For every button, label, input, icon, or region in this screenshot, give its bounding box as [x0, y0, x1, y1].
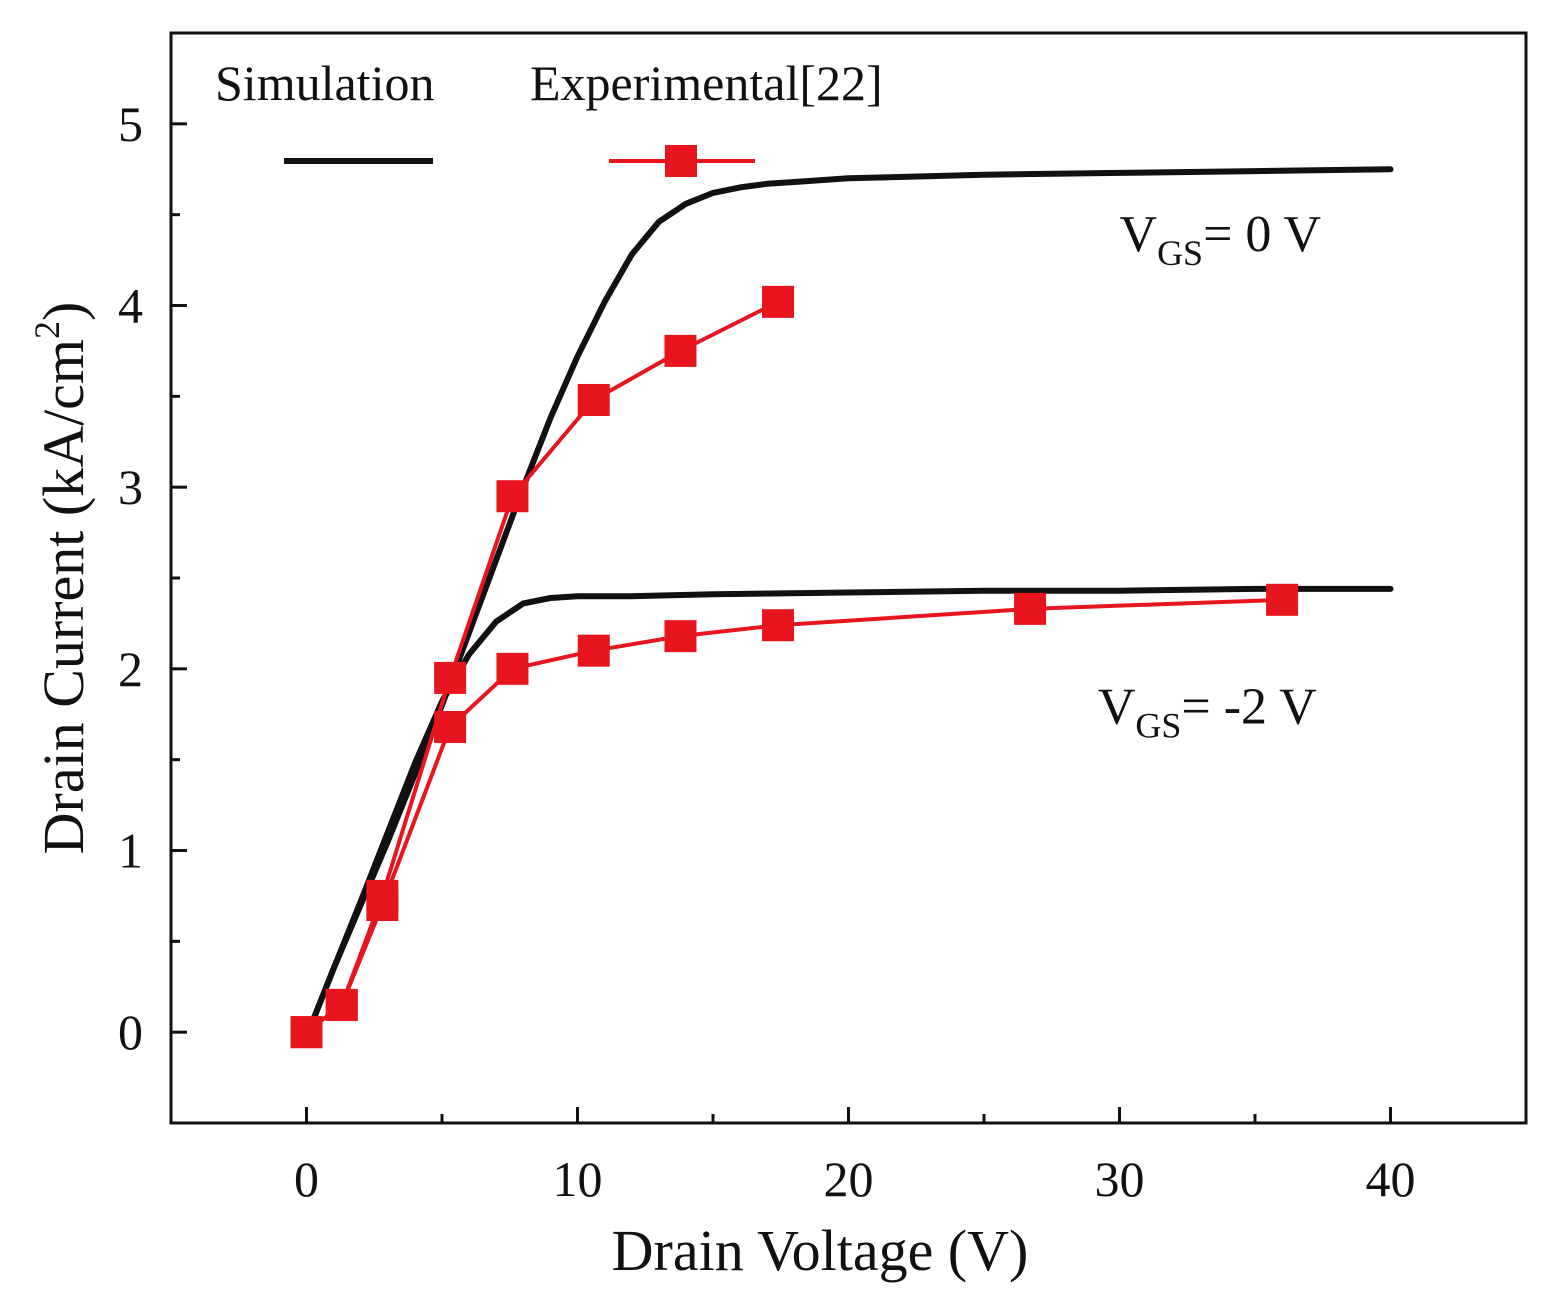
data-point: [1266, 583, 1299, 616]
data-point: [577, 383, 610, 416]
data-point: [762, 285, 795, 318]
data-point: [664, 334, 697, 367]
y-axis-title-main: Drain Current (kA/cm: [31, 339, 96, 854]
y-tick-label: 2: [118, 641, 143, 697]
annotation-vgs-neg2-sub: GS: [1135, 705, 1181, 745]
annotation-vgs-neg2-rest: = -2 V: [1181, 678, 1316, 735]
y-tick-label: 5: [118, 96, 143, 152]
annotation-vgs-neg2: VGS= -2 V: [1098, 678, 1317, 745]
data-point: [496, 480, 529, 513]
series-line-3: [304, 597, 1285, 1035]
annotation-vgs-0-main: V: [1120, 206, 1158, 263]
legend-experimental-marker: [665, 145, 697, 177]
annotation-vgs-0-sub: GS: [1157, 233, 1203, 273]
legend: Simulation Experimental[22]: [215, 55, 883, 177]
data-point: [434, 661, 467, 694]
x-tick-label: 0: [294, 1151, 319, 1207]
data-point: [762, 609, 795, 642]
y-axis-title-close: ): [31, 302, 96, 321]
y-tick-label: 0: [118, 1004, 143, 1060]
series-layer: [290, 166, 1394, 1049]
data-point: [577, 634, 610, 667]
y-tick-label: 1: [118, 823, 143, 879]
data-point: [664, 620, 697, 653]
series-line-0: [308, 166, 1394, 1027]
y-axis-title: Drain Current (kA/cm2): [27, 302, 96, 855]
data-point: [366, 889, 399, 921]
axis-ticks: 0 10 20 30 40 0 1 2 3 4 5: [118, 96, 1416, 1207]
x-tick-label: 20: [824, 1151, 874, 1207]
data-point: [325, 988, 358, 1021]
data-point: [496, 652, 529, 685]
y-tick-label: 4: [118, 278, 143, 334]
y-axis-title-sup: 2: [27, 321, 67, 339]
annotation-vgs-0: VGS= 0 V: [1120, 206, 1322, 273]
data-point: [434, 710, 467, 743]
x-axis-title: Drain Voltage (V): [612, 1218, 1029, 1283]
annotation-vgs-0-rest: = 0 V: [1203, 206, 1321, 263]
y-tick-label: 3: [118, 459, 143, 515]
legend-experimental-label: Experimental[22]: [530, 55, 883, 111]
x-tick-label: 40: [1366, 1151, 1416, 1207]
data-point: [1014, 592, 1047, 625]
x-tick-label: 30: [1095, 1151, 1145, 1207]
x-tick-label: 10: [553, 1151, 603, 1207]
data-point: [290, 1016, 323, 1049]
plot-frame: [169, 31, 1528, 1125]
annotation-vgs-neg2-main: V: [1098, 678, 1136, 735]
legend-simulation-label: Simulation: [215, 55, 434, 111]
series-line-1: [308, 585, 1394, 1027]
